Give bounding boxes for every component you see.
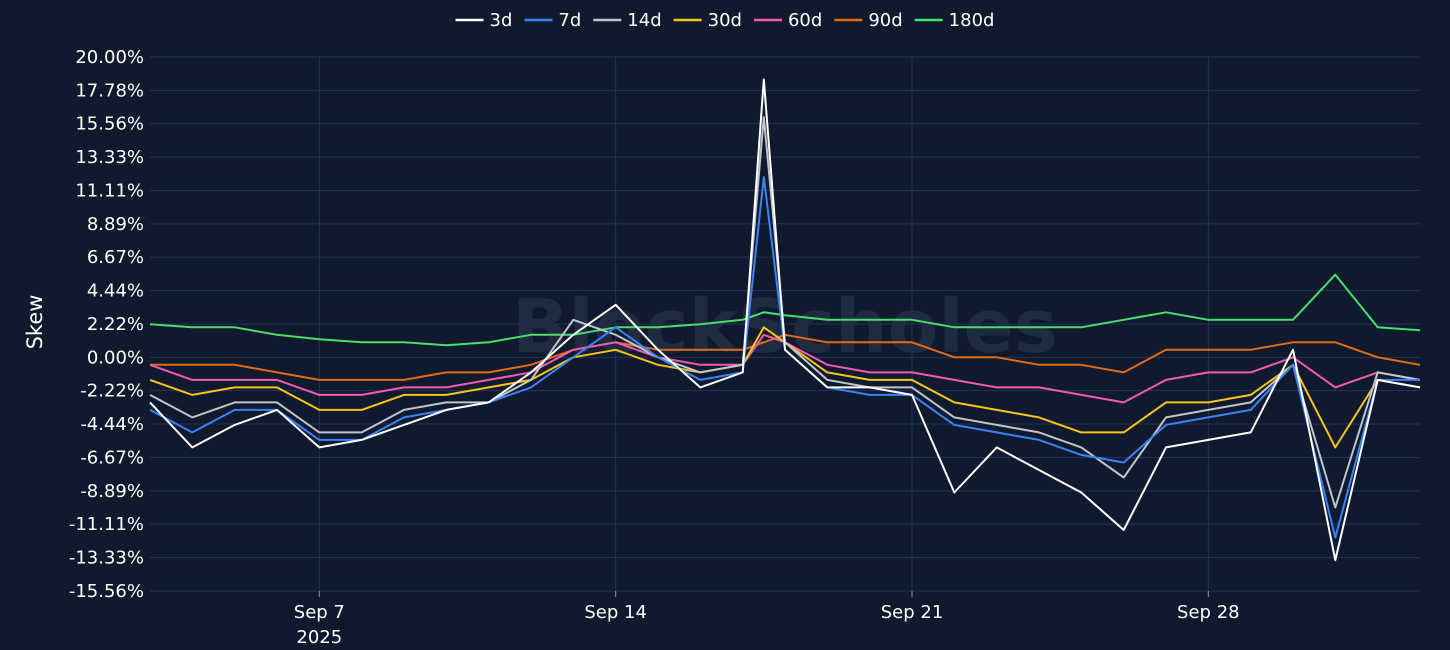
- y-tick-label: 2.22%: [87, 314, 144, 335]
- legend-label-14d[interactable]: 14d: [627, 10, 661, 31]
- y-tick-label: 11.11%: [75, 181, 144, 202]
- series-line-180d: [149, 273, 1421, 347]
- series-line-14d: [149, 116, 1421, 509]
- x-tick-label: Sep 28: [1177, 602, 1240, 623]
- y-tick-label: -13.33%: [69, 548, 144, 569]
- y-tick-label: -11.11%: [69, 514, 144, 535]
- legend-label-180d[interactable]: 180d: [949, 10, 995, 31]
- x-tick-label: Sep 21: [881, 602, 944, 623]
- y-tick-label: 20.00%: [75, 47, 144, 68]
- y-axis-title: Skew: [23, 295, 47, 350]
- series-line-60d: [149, 333, 1421, 404]
- y-tick-label: 13.33%: [75, 147, 144, 168]
- legend-label-7d[interactable]: 7d: [558, 10, 581, 31]
- legend-label-90d[interactable]: 90d: [868, 10, 902, 31]
- legend-label-60d[interactable]: 60d: [788, 10, 822, 31]
- x-tick-sublabel: 2025: [296, 627, 342, 648]
- y-tick-label: -15.56%: [69, 581, 144, 602]
- x-tick-label: Sep 7: [294, 602, 345, 623]
- y-tick-label: 4.44%: [87, 281, 144, 302]
- y-tick-label: -8.89%: [80, 481, 144, 502]
- x-tick-label: Sep 14: [584, 602, 647, 623]
- series-line-3d: [149, 78, 1421, 562]
- y-tick-label: -4.44%: [80, 414, 144, 435]
- y-tick-label: 8.89%: [87, 214, 144, 235]
- y-tick-label: 17.78%: [75, 80, 144, 101]
- legend-label-3d[interactable]: 3d: [490, 10, 513, 31]
- series-line-30d: [149, 326, 1421, 449]
- y-tick-label: -6.67%: [80, 448, 144, 469]
- y-tick-label: -2.22%: [80, 381, 144, 402]
- legend-label-30d[interactable]: 30d: [708, 10, 742, 31]
- y-tick-label: 15.56%: [75, 114, 144, 135]
- y-tick-label: 6.67%: [87, 247, 144, 268]
- y-tick-label: 0.00%: [87, 347, 144, 368]
- series-line-7d: [149, 176, 1420, 539]
